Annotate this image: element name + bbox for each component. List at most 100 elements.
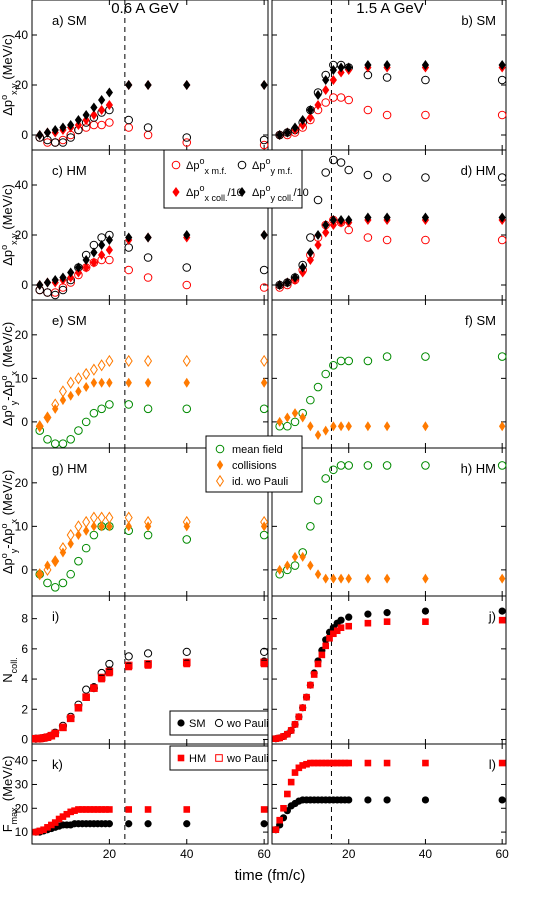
data-point: [283, 127, 291, 138]
data-point: [183, 660, 191, 668]
data-point: [291, 122, 299, 133]
legend-box: [163, 149, 303, 209]
panel-l: 20 40 60 l): [271, 743, 509, 861]
data-point: [43, 434, 52, 444]
data-point: [260, 354, 269, 368]
column-title-left: 0.6 A GeV: [111, 0, 179, 17]
data-point: [81, 417, 91, 427]
data-point: [364, 60, 372, 70]
data-point: [51, 275, 59, 285]
data-point: [90, 684, 98, 692]
data-point: [35, 734, 44, 743]
data-point: [260, 806, 268, 813]
data-point: [259, 530, 269, 540]
data-point: [497, 110, 507, 120]
data-point: [498, 607, 506, 615]
data-point: [35, 420, 44, 433]
x-tick-label: 40: [180, 847, 194, 861]
data-point: [322, 425, 329, 436]
y-axis-label: Fmax. (MeV/c): [0, 756, 19, 833]
data-point: [58, 135, 68, 145]
data-point: [66, 714, 75, 723]
data-point: [291, 769, 299, 776]
data-point: [383, 573, 391, 584]
data-point: [421, 173, 430, 182]
data-point: [337, 215, 345, 225]
y-tick-label: 0: [21, 732, 28, 746]
data-point: [307, 681, 314, 689]
data-point: [124, 652, 133, 661]
y-axis-label: Δpox,y (MeV/c): [0, 34, 19, 116]
data-point: [421, 212, 430, 223]
data-point: [291, 272, 299, 283]
data-point: [90, 377, 98, 388]
data-point: [345, 573, 352, 584]
data-point: [497, 75, 507, 85]
data-point: [216, 474, 224, 488]
data-point: [143, 130, 153, 140]
x-axis-label: time (fm/c): [235, 867, 306, 884]
data-point: [321, 168, 331, 177]
data-point: [306, 112, 314, 123]
data-point: [238, 187, 246, 197]
panel-frame: [271, 743, 507, 845]
data-point: [98, 675, 105, 683]
data-point: [44, 412, 51, 423]
data-point: [74, 262, 83, 273]
data-point: [326, 634, 333, 642]
data-point: [314, 759, 322, 767]
data-point: [82, 382, 90, 393]
data-point: [125, 663, 133, 671]
data-point: [182, 263, 192, 272]
data-point: [67, 390, 74, 401]
data-point: [259, 265, 269, 275]
y-tick-label: 20: [15, 78, 29, 92]
y-tick-label: 0: [21, 563, 28, 577]
data-point: [290, 417, 300, 427]
panel-label: g) HM: [52, 461, 87, 476]
panel-label: a) SM: [52, 13, 87, 28]
data-point: [143, 273, 153, 282]
data-point: [32, 735, 40, 743]
data-point: [314, 230, 322, 240]
data-point: [299, 412, 306, 423]
data-point: [143, 649, 153, 658]
data-point: [51, 819, 59, 826]
panel-k: 10 20 30 40 20 40 60 k): [15, 743, 271, 861]
data-point: [383, 421, 391, 432]
data-point: [310, 671, 318, 678]
data-point: [260, 377, 268, 388]
data-point: [50, 138, 60, 147]
data-point: [322, 220, 330, 230]
data-point: [90, 247, 98, 258]
data-point: [105, 255, 114, 265]
data-point: [310, 759, 318, 767]
data-point: [90, 806, 98, 813]
data-point: [124, 400, 134, 409]
data-point: [44, 824, 51, 831]
data-point: [67, 808, 74, 816]
data-point: [97, 359, 106, 372]
data-point: [102, 806, 109, 813]
data-point: [314, 660, 322, 668]
data-point: [329, 65, 337, 75]
data-point: [337, 616, 345, 624]
data-point: [276, 130, 284, 140]
data-point: [322, 573, 329, 584]
y-tick-label: 30: [15, 777, 29, 791]
data-point: [345, 796, 353, 804]
data-point: [105, 87, 113, 98]
data-point: [74, 520, 83, 533]
data-point: [67, 715, 74, 722]
data-point: [344, 165, 354, 175]
data-point: [58, 578, 68, 588]
data-point: [58, 439, 68, 448]
data-point: [106, 806, 113, 813]
data-point: [276, 734, 283, 742]
data-point: [98, 105, 106, 115]
data-point: [144, 662, 152, 669]
data-point: [421, 607, 430, 615]
data-point: [51, 398, 60, 411]
data-point: [306, 522, 315, 531]
